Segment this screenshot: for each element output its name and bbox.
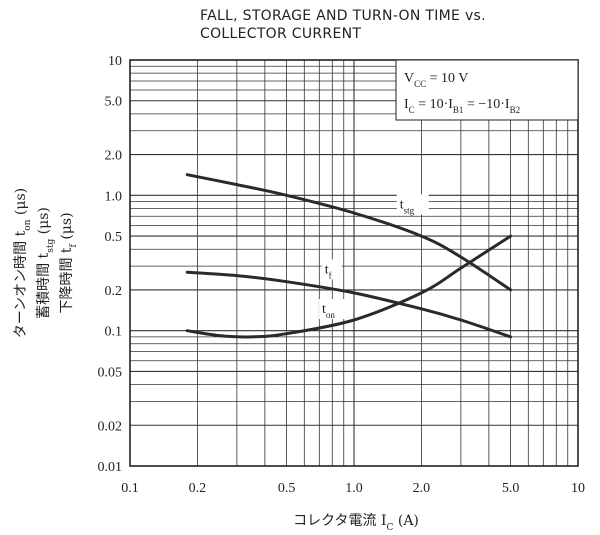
y-axis-title-on: ターンオン時間 ton (μs) [13, 188, 33, 338]
curve-label-t_stg: tstg [400, 197, 415, 215]
y-axis-title-f: 下降時間 tf (μs) [59, 212, 79, 313]
y-tick-label: 10 [108, 54, 122, 69]
curve-t_stg [185, 173, 513, 292]
y-tick-label: 0.1 [105, 325, 123, 340]
x-axis-title: コレクタ電流 IC (A) [293, 513, 419, 533]
x-tick-label: 1.0 [345, 481, 363, 496]
y-tick-label: 0.05 [98, 365, 123, 380]
legend-line: IC = 10·IB1 = −10·IB2 [404, 97, 520, 115]
title-line-1: FALL, STORAGE AND TURN-ON TIME vs. [200, 8, 486, 24]
curve-t_on [185, 234, 513, 339]
y-tick-labels: 10 5.0 2.0 1.0 0.5 0.2 0.1 0.05 0.02 0.01 [98, 54, 123, 475]
legend-box [395, 59, 579, 121]
curve-label-bg [321, 259, 342, 280]
x-tick-label: 10 [571, 481, 585, 496]
curve-label-t_f: tf [325, 262, 332, 280]
curves: tstg tf ton [185, 173, 513, 339]
curve-label-sub: stg [404, 205, 415, 215]
curve-label-sub: f [329, 270, 332, 280]
y-tick-label: 2.0 [105, 149, 123, 164]
chart-title: FALL, STORAGE AND TURN-ON TIME vs. COLLE… [200, 8, 486, 42]
y-tick-label: 1.0 [105, 189, 123, 204]
x-tick-labels: 0.1 0.2 0.5 1.0 2.0 5.0 10 [121, 481, 585, 496]
x-tick-label: 0.5 [278, 481, 296, 496]
y-tick-label: 0.5 [105, 230, 123, 245]
plot-frame [129, 59, 579, 467]
legend: VCC = 10 V IC = 10·IB1 = −10·IB2 [395, 59, 579, 121]
x-tick-label: 0.1 [121, 481, 139, 496]
curve-label-bg [319, 299, 346, 320]
y-axis-label: ターンオン時間 ton (μs)蓄積時間 tstg (μs)下降時間 tf (μ… [13, 188, 79, 338]
y-axis-title-stg: 蓄積時間 tstg (μs) [36, 207, 56, 319]
x-tick-label: 5.0 [502, 481, 520, 496]
curve-t_f [185, 270, 513, 339]
curve-label-bg [396, 194, 429, 215]
grid [130, 60, 578, 466]
y-tick-label: 0.01 [98, 460, 123, 475]
curve-label-t_on: ton [322, 302, 335, 320]
legend-line: VCC = 10 V [404, 71, 468, 89]
y-tick-label: 0.02 [98, 419, 123, 434]
x-tick-label: 0.2 [189, 481, 207, 496]
x-axis-label: コレクタ電流 IC (A) [293, 513, 419, 533]
y-tick-label: 0.2 [105, 284, 123, 299]
x-tick-label: 2.0 [413, 481, 431, 496]
title-line-2: COLLECTOR CURRENT [200, 26, 361, 42]
y-tick-label: 5.0 [105, 95, 123, 110]
curve-label-sub: on [326, 310, 336, 320]
